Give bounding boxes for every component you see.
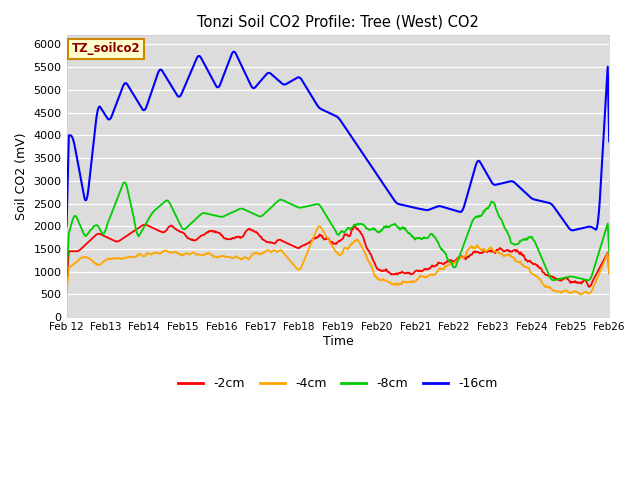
Title: Tonzi Soil CO2 Profile: Tree (West) CO2: Tonzi Soil CO2 Profile: Tree (West) CO2 xyxy=(197,15,479,30)
Legend: -2cm, -4cm, -8cm, -16cm: -2cm, -4cm, -8cm, -16cm xyxy=(173,372,502,396)
Text: TZ_soilco2: TZ_soilco2 xyxy=(72,42,141,55)
X-axis label: Time: Time xyxy=(323,335,353,348)
Y-axis label: Soil CO2 (mV): Soil CO2 (mV) xyxy=(15,132,28,220)
